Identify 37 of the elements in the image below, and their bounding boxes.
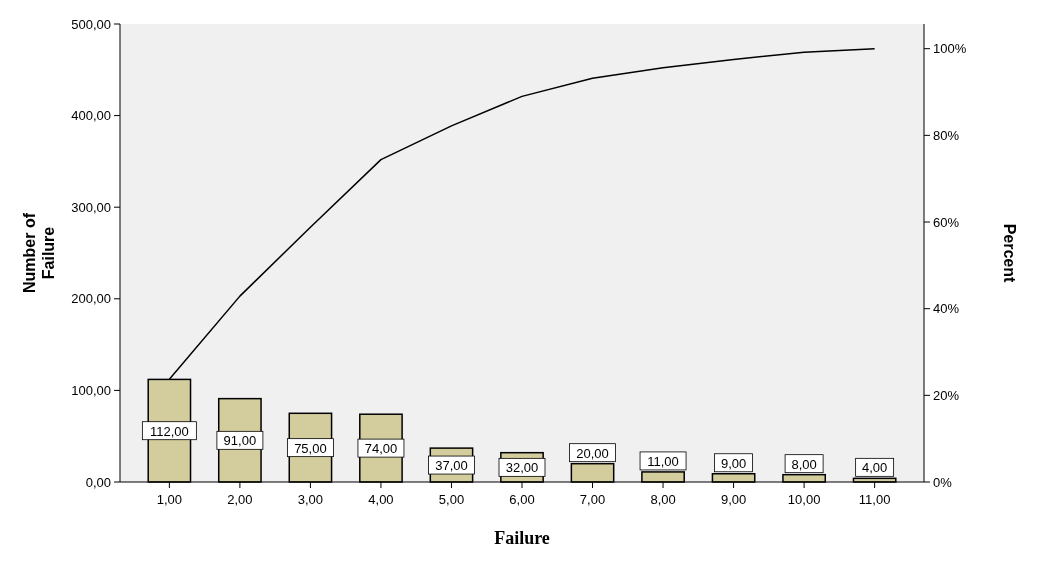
y2-tick-label: 20% [933,387,960,403]
data-label: 20,00 [576,445,609,461]
x-tick-label: 6,00 [509,492,535,507]
x-tick-label: 5,00 [438,492,465,507]
y-tick-label: 100,00 [71,382,111,398]
data-label: 4,00 [861,460,888,476]
data-label: 75,00 [294,440,327,456]
y2-tick-label: 40% [933,301,960,317]
x-tick-label: 7,00 [579,492,606,507]
y-tick-label: 400,00 [71,108,111,124]
y-tick-label: 0,00 [85,474,111,490]
x-tick-label: 8,00 [650,492,676,507]
y-tick-label: 500,00 [71,16,111,32]
x-tick-label: 2,00 [227,492,253,507]
y-tick-label: 200,00 [71,291,111,307]
y-tick-label: 300,00 [71,199,111,215]
x-tick-label: 11,00 [858,492,891,507]
data-label: 112,00 [149,423,189,439]
y2-tick-label: 0% [933,474,953,490]
y-axis-title: Number of Failure [20,212,57,293]
data-label: 8,00 [791,456,817,472]
y2-axis-title: Percent [1001,223,1018,284]
x-tick-label: 3,00 [297,492,324,507]
data-label: 74,00 [364,441,398,457]
x-tick-label: 1,00 [156,492,183,507]
data-label: 11,00 [647,453,679,469]
x-tick-label: 4,00 [368,492,394,507]
x-axis-title: Failure [494,528,550,548]
data-label: 9,00 [720,455,747,471]
x-tick-label: 9,00 [720,492,747,507]
x-tick-label: 10,00 [787,492,821,507]
y2-tick-label: 80% [933,127,960,143]
y2-tick-label: 60% [933,214,960,230]
data-label: 91,00 [223,433,257,449]
y2-tick-label: 100% [933,41,967,57]
data-label: 32,00 [505,460,539,476]
data-label: 37,00 [435,458,468,474]
